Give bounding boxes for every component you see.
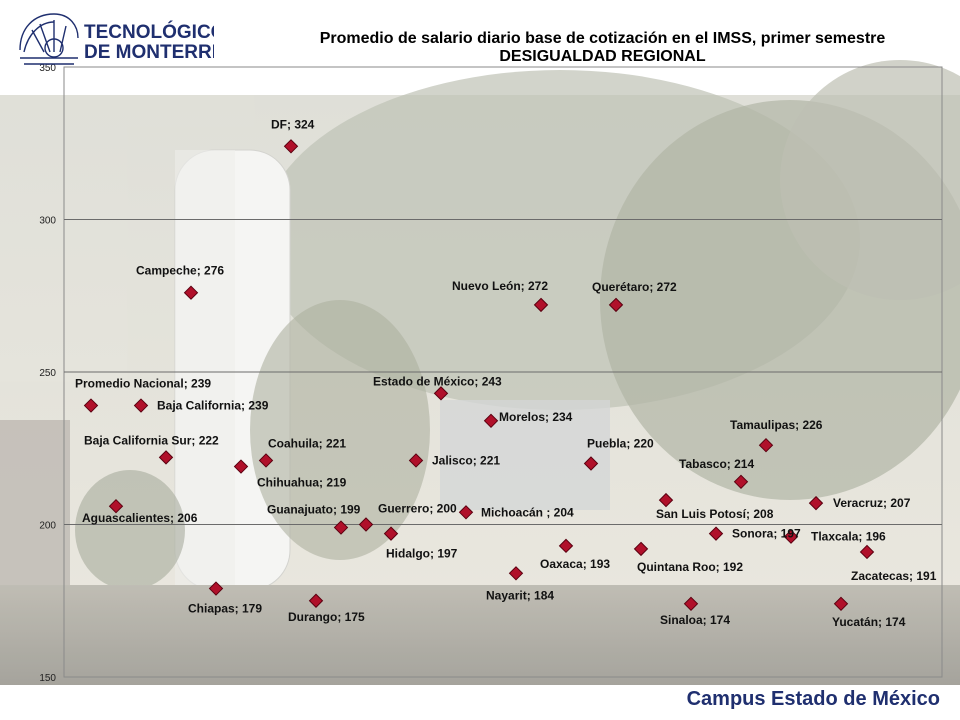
data-point-marker [183,285,199,300]
data-point-label: Coahuila; 221 [268,436,346,450]
y-tick-label: 200 [39,521,56,532]
data-point-label: DF; 324 [271,117,315,131]
data-point-marker [683,596,699,612]
background-photo [0,60,960,685]
data-point-marker [533,297,549,313]
data-point-label: Tabasco; 214 [679,457,754,471]
data-point-marker [708,526,724,541]
data-point-marker [633,541,649,557]
data-point-marker [608,297,624,313]
data-point-marker [558,538,574,554]
data-point-label: Sinaloa; 174 [660,613,730,627]
tec-seal-icon [19,13,79,65]
data-point-marker [208,581,224,596]
data-point-marker [133,398,149,413]
data-point-marker [158,450,174,465]
data-point-marker [333,520,349,535]
logo-text-line2: DE MONTERREY [84,42,214,63]
data-point-label: Campeche; 276 [136,264,224,278]
data-point-marker [433,386,449,401]
y-tick-label: 150 [39,673,56,684]
data-point-marker [458,505,474,520]
data-point-label: Baja California; 239 [157,399,269,413]
data-point-marker [258,453,274,468]
data-point-marker [283,139,299,154]
data-point-label: Guanajuato; 199 [267,503,361,517]
data-point-label: Aguascalientes; 206 [82,511,198,525]
data-point-label: Guerrero; 200 [378,502,457,516]
data-point-label: Estado de México; 243 [373,374,502,388]
data-point-label: Morelos; 234 [499,410,573,424]
data-point-marker [783,529,799,544]
data-point-marker [308,593,324,608]
data-point-label: San Luis Potosí; 208 [656,507,774,521]
y-tick-label: 350 [39,63,56,74]
data-point-label: Promedio Nacional; 239 [75,377,211,391]
data-point-marker [833,596,849,612]
data-point-marker [859,544,875,560]
data-point-marker [233,459,249,474]
data-labels: Promedio Nacional; 239 Baja California; 2… [75,117,937,629]
data-point-marker [508,566,524,581]
data-point-marker [733,474,749,490]
data-point-label: Chiapas; 179 [188,602,262,616]
y-tick-label: 250 [39,368,56,379]
chart-title-main: Promedio de salario diario base de cotiz… [319,30,886,47]
data-point-label: Durango; 175 [288,610,365,624]
data-point-marker [583,456,599,471]
data-point-label: Oaxaca; 193 [540,557,610,571]
data-point-label: Nuevo León; 272 [452,279,548,293]
data-point-label: Sonora; 197 [732,527,801,541]
data-point-label: Puebla; 220 [587,437,654,451]
data-point-marker [83,398,99,413]
data-point-marker [758,437,774,453]
data-point-marker [808,495,824,511]
campus-footer: Campus Estado de México [686,688,940,710]
data-point-marker [658,492,674,508]
data-point-label: Querétaro; 272 [592,280,677,294]
data-point-marker [358,517,374,532]
data-point-label: Nayarit; 184 [486,588,554,602]
data-point-marker [383,526,399,541]
data-point-label: Jalisco; 221 [432,453,500,467]
data-point-label: Hidalgo; 197 [386,547,458,561]
data-point-marker [408,453,424,468]
data-point-label: Baja California Sur; 222 [84,433,219,447]
data-point-marker [483,413,499,429]
data-point-label: Yucatán; 174 [832,615,906,629]
data-point-label: Chihuahua; 219 [257,476,347,490]
data-point-label: Tlaxcala; 196 [811,530,886,544]
logo-text-line1: TECNOLÓGICO [84,21,214,43]
data-point-label: Quintana Roo; 192 [637,560,743,574]
data-points [83,139,875,612]
y-tick-label: 300 [39,216,56,227]
tec-logo: TECNOLÓGICO DE MONTERREY [19,13,214,65]
data-point-label: Michoacán ; 204 [481,505,574,519]
data-point-label: Zacatecas; 191 [851,569,937,583]
data-point-marker [108,498,124,514]
gridlines [64,219,942,525]
chart-title: Promedio de salario diario base de cotiz… [230,30,960,66]
y-axis-ticks: 150 200 250 300 350 [39,63,56,684]
data-point-label: Veracruz; 207 [833,496,911,510]
chart-subtitle: DESIGUALDAD REGIONAL [499,48,706,65]
data-point-label: Tamaulipas; 226 [730,418,823,432]
